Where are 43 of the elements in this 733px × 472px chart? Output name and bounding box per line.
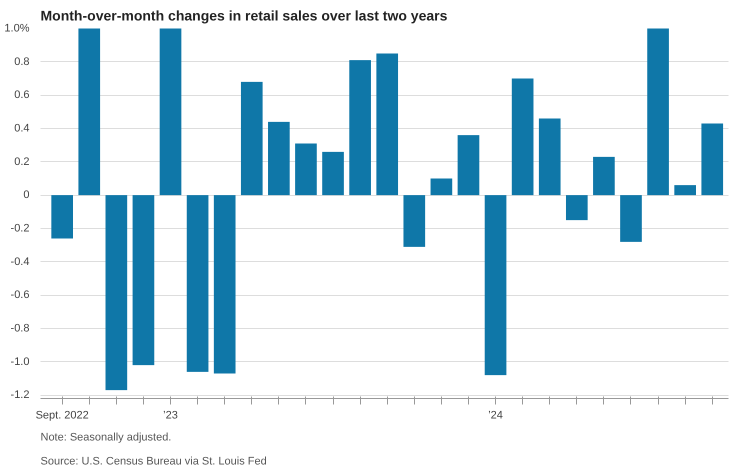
bar [593,156,615,196]
y-tick-label: 0.8 [14,56,30,68]
x-tick-label: ’24 [488,410,503,422]
bar [322,152,344,196]
y-tick-label: 0.2 [14,156,30,168]
bar [240,82,263,196]
bar [538,118,561,196]
x-tick-label: ’23 [163,410,178,422]
bar [186,195,208,372]
bar [701,124,724,196]
bar [620,195,642,242]
bar [349,60,371,196]
bar [674,185,696,196]
bar [484,195,506,376]
bar [566,195,588,220]
x-tick-label: Sept. 2022 [36,410,89,422]
bar [51,195,74,238]
y-tick-label: -0.8 [10,322,30,334]
bar [647,28,669,196]
bar [160,28,182,196]
bar [403,195,426,247]
bar [268,122,290,196]
bar [132,195,154,366]
y-tick-label: 0 [23,189,30,202]
y-tick-label: -1.0 [10,356,30,368]
text: Note: Seasonally adjusted. [40,432,172,444]
bar [78,28,100,196]
y-tick-label: -0.2 [10,222,30,234]
bar [458,135,480,196]
bar [430,178,452,196]
y-tick-label: -1.2 [10,389,30,402]
bar [106,195,128,390]
y-tick-label: -0.4 [10,256,30,268]
y-tick-label: -0.6 [10,289,30,302]
y-tick-label: 0.6 [14,89,30,102]
chart-title: Month-over-month changes in retail sales over last two years [40,8,448,24]
bar [512,78,534,196]
bar [295,144,317,196]
y-tick-label: 1.0% [4,22,30,34]
source-note: Source: U.S. Census Bureau via St. Louis Fed [40,456,267,468]
bar [214,195,236,374]
bar [376,54,398,196]
y-tick-label: 0.4 [14,122,30,134]
